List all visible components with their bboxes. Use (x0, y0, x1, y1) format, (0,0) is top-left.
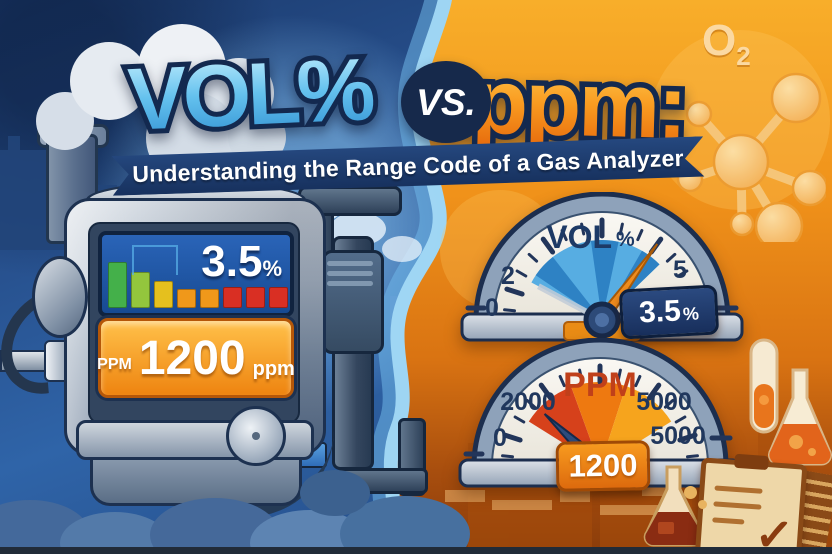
vol-sector (531, 240, 660, 320)
clipboard-line (712, 517, 745, 525)
vol-gauge-title-suffix: % (616, 228, 635, 251)
screen-bar (131, 272, 150, 308)
vs-circle (401, 61, 491, 143)
orange-light-blotch (650, 30, 830, 210)
clipboard-clip (734, 453, 769, 471)
device-ppm-display: PPM 1200 ppm (97, 318, 295, 398)
molecule-atoms (676, 72, 826, 242)
o2-subscript: 2 (736, 40, 751, 71)
screen-bar (246, 287, 265, 308)
o2-molecule-label: O2 (702, 16, 751, 72)
bubble (698, 500, 707, 509)
clipboard-line (714, 485, 763, 494)
device-canister (322, 250, 384, 354)
vol-tick-5: 5 (673, 256, 687, 284)
bottom-border-strip (0, 547, 832, 554)
o2-text: O (702, 16, 737, 65)
display-prefix: PPM (97, 356, 132, 373)
clipboard-line (713, 501, 762, 510)
ppm-tick-5000-edge: 5000 (650, 422, 706, 450)
ppm-major-ticks (502, 363, 698, 443)
test-tube-icon (749, 338, 779, 434)
bubble (684, 486, 697, 499)
checklist-clipboard-icon: ✓ (694, 453, 808, 554)
smoke-puff (300, 470, 370, 516)
vol-badge-unit: % (682, 302, 700, 324)
display-value: 1200 (138, 331, 246, 385)
cloud (382, 236, 422, 262)
screen-bar (108, 262, 127, 308)
screen-bars (108, 262, 288, 308)
screen-bar (177, 289, 196, 308)
screen-value-unit: % (262, 256, 282, 281)
molecule-icon (676, 72, 826, 242)
ppm-badge-value: 1200 (568, 447, 638, 484)
erlenmeyer-flask-icon (767, 368, 832, 466)
vol-sector-stripe (590, 240, 619, 320)
ppm-minor-ticks (501, 368, 699, 459)
vol-value-badge: 3.5 % (618, 284, 720, 340)
screen-bar (223, 287, 242, 308)
vol-gauge-hub-center (595, 313, 609, 327)
screen-value: 3.5% (201, 237, 282, 287)
ppm-gauge-title: PPM (563, 366, 637, 404)
screen-step-line (132, 245, 178, 275)
vol-tick-0: 0 (485, 294, 499, 322)
display-suffix: ppm (252, 357, 295, 380)
title-vol: VOL% (126, 39, 375, 149)
screen-bar (200, 289, 219, 308)
vol-sector-stripe (535, 257, 602, 320)
screen-bar (154, 281, 173, 308)
smoke-puff (70, 42, 148, 120)
screen-bar (269, 287, 288, 308)
ppm-tick-5000-mid: 5000 (636, 388, 692, 416)
device-valve-knob (226, 406, 286, 466)
vol-tick-2: 2 (501, 262, 515, 290)
device-screen: 3.5% (98, 231, 294, 317)
ppm-tick-2000: 2000 (500, 388, 556, 416)
ppm-value-badge: 1200 (555, 440, 651, 492)
ppm-sector-orange (571, 381, 626, 466)
ppm-tick-0: 0 (493, 424, 507, 452)
device-porthole (32, 256, 88, 338)
screen-value-number: 3.5 (201, 237, 263, 286)
title-vs: VS. (416, 82, 476, 123)
vol-badge-value: 3.5 (638, 294, 682, 330)
vol-gauge-title: VOL (546, 219, 612, 255)
